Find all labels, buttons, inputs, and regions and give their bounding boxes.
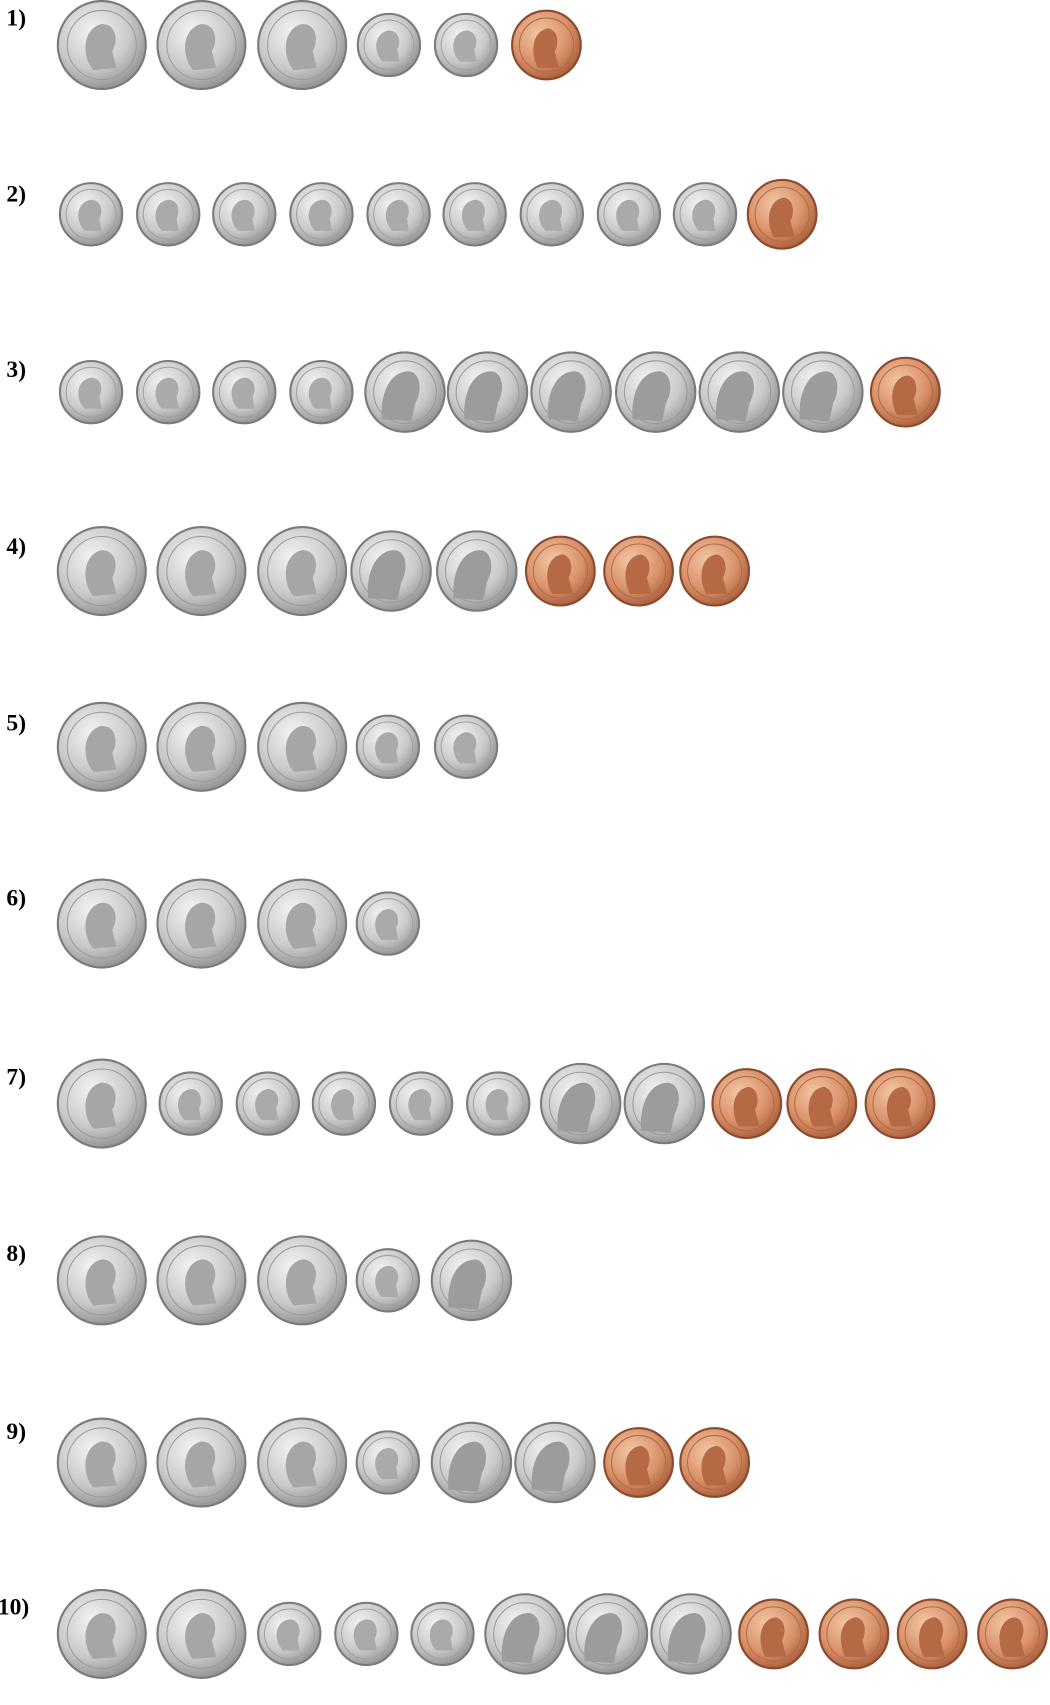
- nickel-coin: [531, 352, 610, 431]
- quarter-coin: [258, 1419, 346, 1507]
- problem-label: 4): [6, 534, 26, 560]
- nickel-coin: [568, 1594, 647, 1673]
- nickel-coin: [432, 1241, 511, 1320]
- problem-label: 6): [6, 885, 26, 911]
- dime-coin: [60, 183, 122, 245]
- penny-coin: [787, 1069, 856, 1138]
- problem-label: 9): [6, 1419, 26, 1445]
- worksheet: 1) 2) 3) 4) 5) 6) 7) 8) 9) 10): [0, 0, 1050, 1705]
- dime-coin: [60, 361, 122, 423]
- dime-coin: [467, 1072, 529, 1134]
- dime-coin: [367, 183, 429, 245]
- dime-coin: [521, 183, 583, 245]
- dime-coin: [258, 1603, 320, 1665]
- penny-coin: [604, 1428, 673, 1497]
- dime-coin: [357, 1431, 419, 1493]
- penny-coin: [712, 1069, 781, 1138]
- penny-coin: [748, 180, 817, 249]
- quarter-coin: [58, 1590, 146, 1678]
- problem-label: 3): [6, 357, 26, 383]
- nickel-coin: [651, 1594, 730, 1673]
- dime-coin: [213, 183, 275, 245]
- quarter-coin: [58, 1236, 146, 1324]
- quarter-coin: [58, 880, 146, 968]
- quarter-coin: [157, 1590, 245, 1678]
- penny-coin: [680, 1428, 749, 1497]
- dime-coin: [435, 14, 497, 76]
- penny-coin: [978, 1600, 1047, 1669]
- dime-coin: [137, 183, 199, 245]
- penny-coin: [604, 537, 673, 606]
- quarter-coin: [157, 527, 245, 615]
- nickel-coin: [437, 531, 516, 610]
- quarter-coin: [157, 1, 245, 89]
- dime-coin: [313, 1072, 375, 1134]
- quarter-coin: [58, 1, 146, 89]
- problem-label: 5): [6, 711, 26, 737]
- dime-coin: [357, 892, 419, 954]
- penny-coin: [871, 358, 940, 427]
- penny-coin: [898, 1600, 967, 1669]
- quarter-coin: [157, 1236, 245, 1324]
- nickel-coin: [541, 1064, 620, 1143]
- quarter-coin: [58, 703, 146, 791]
- penny-coin: [526, 537, 595, 606]
- dime-coin: [357, 1249, 419, 1311]
- dime-coin: [357, 716, 419, 778]
- dime-coin: [160, 1072, 222, 1134]
- problem-label: 7): [6, 1064, 26, 1090]
- page: 1)2)3)4)5)6)7)8)9)10) (() => { const dat…: [0, 0, 1050, 1705]
- quarter-coin: [258, 880, 346, 968]
- dime-coin: [137, 361, 199, 423]
- problem-label: 10): [0, 1595, 29, 1621]
- penny-coin: [512, 11, 581, 80]
- penny-coin: [866, 1069, 935, 1138]
- nickel-coin: [625, 1064, 704, 1143]
- dime-coin: [290, 183, 352, 245]
- nickel-coin: [783, 352, 862, 431]
- problem-label: 8): [6, 1241, 26, 1267]
- quarter-coin: [58, 1060, 146, 1148]
- dime-coin: [435, 716, 497, 778]
- dime-coin: [390, 1072, 452, 1134]
- nickel-coin: [351, 531, 430, 610]
- quarter-coin: [58, 527, 146, 615]
- problem-label: 2): [6, 181, 26, 207]
- dime-coin: [674, 183, 736, 245]
- dime-coin: [411, 1603, 473, 1665]
- quarter-coin: [258, 703, 346, 791]
- penny-coin: [739, 1600, 808, 1669]
- nickel-coin: [485, 1594, 564, 1673]
- dime-coin: [335, 1603, 397, 1665]
- nickel-coin: [365, 352, 444, 431]
- nickel-coin: [515, 1423, 594, 1502]
- dime-coin: [598, 183, 660, 245]
- dime-coin: [358, 14, 420, 76]
- quarter-coin: [157, 880, 245, 968]
- dime-coin: [290, 361, 352, 423]
- nickel-coin: [432, 1423, 511, 1502]
- penny-coin: [680, 537, 749, 606]
- nickel-coin: [616, 352, 695, 431]
- nickel-coin: [448, 352, 527, 431]
- dime-coin: [213, 361, 275, 423]
- quarter-coin: [157, 1419, 245, 1507]
- quarter-coin: [258, 1, 346, 89]
- penny-coin: [820, 1600, 889, 1669]
- problem-label: 1): [6, 6, 26, 32]
- nickel-coin: [700, 352, 779, 431]
- quarter-coin: [258, 1236, 346, 1324]
- quarter-coin: [157, 703, 245, 791]
- quarter-coin: [58, 1419, 146, 1507]
- quarter-coin: [258, 527, 346, 615]
- dime-coin: [237, 1072, 299, 1134]
- dime-coin: [444, 183, 506, 245]
